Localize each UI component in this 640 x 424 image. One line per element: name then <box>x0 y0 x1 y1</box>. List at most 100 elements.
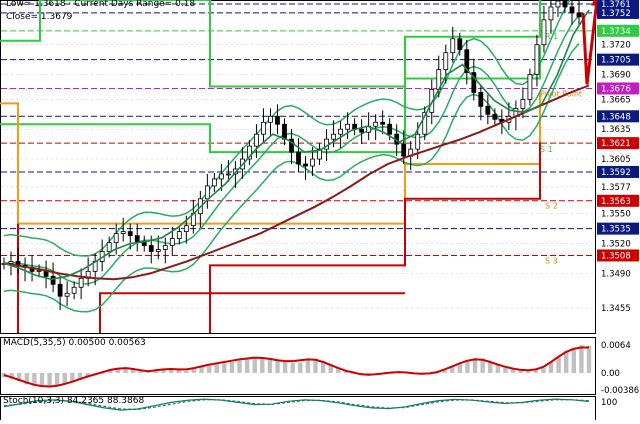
candle-body <box>429 89 435 113</box>
macd-bar <box>275 359 280 373</box>
macd-bar <box>214 364 219 373</box>
macd-bar <box>54 372 60 387</box>
resistance-step-line <box>0 0 541 88</box>
macd-bar <box>457 363 463 373</box>
macd-bar <box>556 356 561 373</box>
candle-body <box>373 121 379 127</box>
candle-body <box>450 38 456 54</box>
macd-bar <box>282 361 288 373</box>
axis-badge <box>597 249 639 262</box>
candle-body <box>401 143 407 157</box>
candle-body <box>345 123 350 130</box>
candle-body <box>50 275 56 285</box>
axis-badge <box>597 82 639 95</box>
candle-body <box>8 261 14 264</box>
header-line1: Low= 1.3618 · Current Days Range= 0.18 <box>6 0 195 9</box>
price-panel <box>0 0 596 421</box>
axis-badge <box>597 53 639 66</box>
axis-badge <box>597 222 639 235</box>
candle-body <box>422 111 428 135</box>
candle-body <box>78 277 84 288</box>
axis-tick-label: 1.3605 <box>601 155 631 165</box>
axis-tick-label: 1.3676 <box>601 84 631 94</box>
macd-bar <box>237 360 242 373</box>
candle-body <box>254 133 259 147</box>
macd-bar <box>442 370 447 373</box>
candle-body <box>548 6 554 21</box>
macd-bar <box>16 372 22 381</box>
candle-body <box>317 148 322 160</box>
axis-tick-label: 1.3508 <box>601 251 631 261</box>
macd-bar <box>320 360 326 373</box>
macd-bar <box>541 367 546 373</box>
candle-body <box>296 151 301 165</box>
candle-body <box>218 173 224 180</box>
macd-bar <box>161 369 166 373</box>
macd-bar <box>503 367 508 373</box>
level-annotation: S 2 <box>545 202 558 211</box>
axis-tick-label: 1.3752 <box>601 9 631 19</box>
candle-body <box>113 233 119 243</box>
axis-badge <box>597 24 639 37</box>
macd-title: MACD(5,35,5) 0.00500 0.00563 <box>3 338 146 348</box>
axis-badge <box>597 110 639 123</box>
chart-header: Low= 1.3618 · Current Days Range= 0.18 C… <box>6 0 195 22</box>
axis-tick-label: 1.3665 <box>601 95 631 105</box>
candle-body <box>183 225 189 233</box>
axis-tick-label: 1.3705 <box>601 56 631 66</box>
macd-bar <box>70 372 75 382</box>
macd-bar <box>138 370 143 373</box>
candle-body <box>134 235 140 242</box>
level-annotation: S 1 <box>540 145 553 154</box>
candle-body <box>211 178 217 187</box>
candle-body <box>359 128 365 133</box>
axis-tick-label: 1.3648 <box>601 112 631 122</box>
macd-bar <box>176 369 181 373</box>
ema-slow-line <box>3 84 590 281</box>
axis-tick-label: 1.3520 <box>601 240 631 250</box>
macd-bar <box>480 358 485 373</box>
macd-bar <box>244 358 250 373</box>
candle-body <box>331 133 336 140</box>
macd-bar <box>586 345 592 373</box>
macd-bar <box>526 371 531 373</box>
macd-bar <box>222 363 227 373</box>
candle-body <box>127 231 133 236</box>
candle-body <box>527 74 533 100</box>
candle-body <box>57 283 63 297</box>
macd-bar <box>252 357 257 373</box>
level-annotation: S 3 <box>545 256 558 265</box>
macd-bar <box>130 368 136 373</box>
candle-body <box>162 245 168 250</box>
candle-body <box>169 238 175 246</box>
candle-body <box>247 145 252 160</box>
macd-bar <box>465 359 470 373</box>
candle-body <box>541 19 547 46</box>
macd-bar <box>510 369 516 373</box>
forecast-arrow <box>581 0 599 85</box>
macd-bar <box>472 358 478 373</box>
candle-body <box>155 249 161 252</box>
macd-bar <box>434 372 440 374</box>
macd-bar <box>206 365 212 373</box>
candle-body <box>471 72 477 93</box>
candles <box>1 0 582 311</box>
macd-bar <box>290 362 295 373</box>
macd-bar <box>313 358 318 373</box>
macd-bar <box>305 359 311 373</box>
candle-body <box>485 105 491 115</box>
axis-badge <box>597 165 639 178</box>
candle-body <box>303 163 308 167</box>
stoch-d-line <box>3 399 590 411</box>
macd-bar <box>579 344 584 373</box>
candle-body <box>275 115 280 125</box>
macd-bar <box>328 364 333 373</box>
macd-bar <box>267 358 273 373</box>
axis-tick-label: 1.3535 <box>601 225 631 235</box>
candle-body <box>225 173 231 176</box>
axis-tick-label: 1.3690 <box>601 71 631 81</box>
stoch-k-line <box>3 398 590 411</box>
candle-body <box>64 292 70 297</box>
